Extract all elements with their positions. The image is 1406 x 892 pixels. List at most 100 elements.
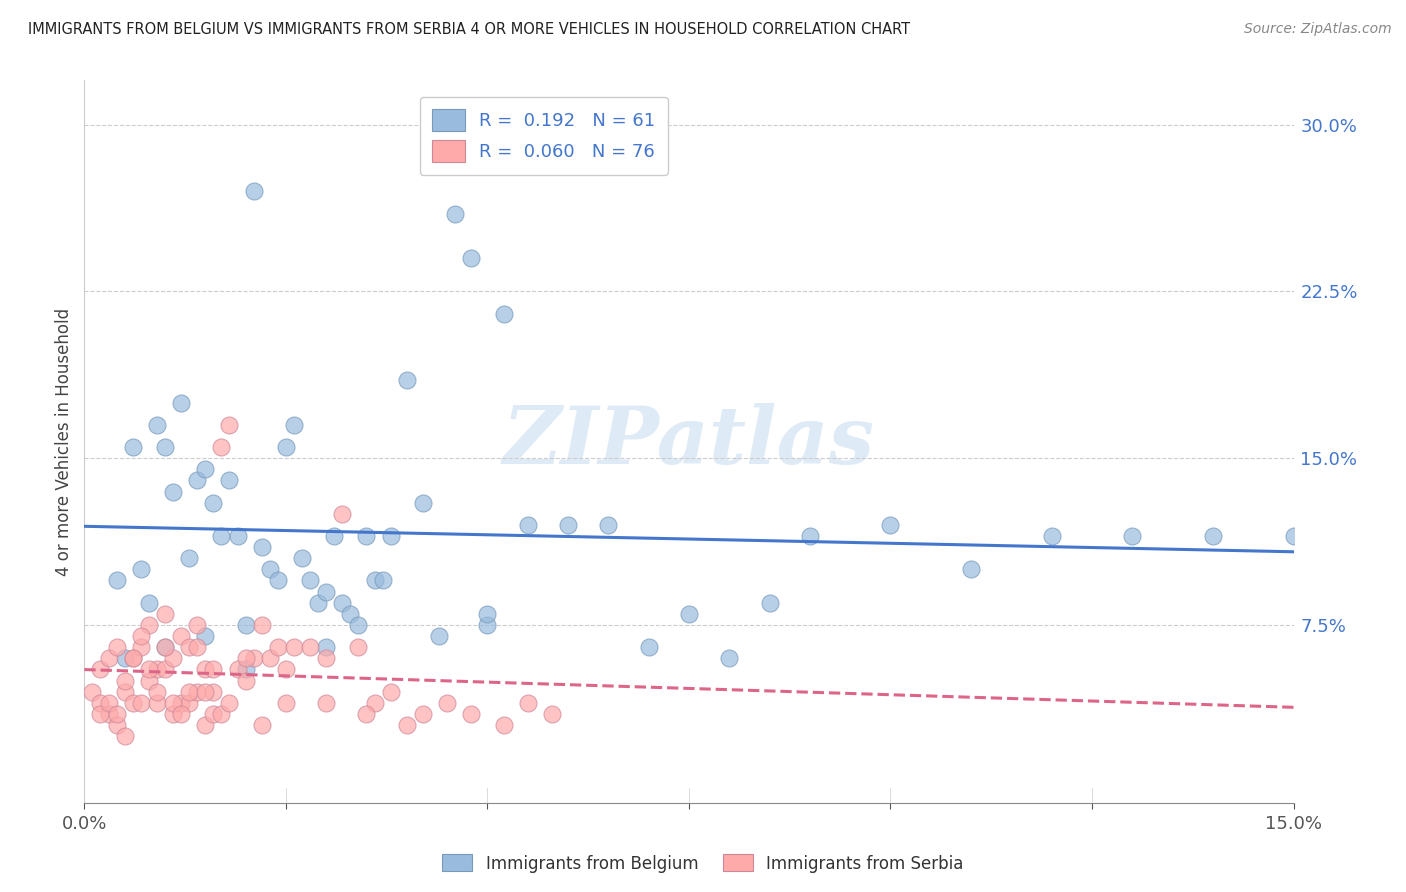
Point [758,596,780,610]
Point [492,307,515,321]
Point [129,696,152,710]
Point [146,684,169,698]
Point [209,440,232,454]
Point [274,696,297,710]
Point [242,185,264,199]
Point [202,684,225,698]
Point [194,718,217,732]
Point [170,696,193,710]
Point [146,696,169,710]
Point [395,373,418,387]
Point [105,640,128,655]
Point [460,706,482,721]
Point [477,607,499,621]
Point [307,596,329,610]
Point [194,662,217,676]
Point [121,440,143,454]
Point [186,640,208,655]
Point [1282,529,1305,543]
Point [170,629,193,643]
Point [541,706,564,721]
Point [444,207,467,221]
Point [395,718,418,732]
Point [89,662,111,676]
Point [105,718,128,732]
Point [179,640,201,655]
Legend: Immigrants from Belgium, Immigrants from Serbia: Immigrants from Belgium, Immigrants from… [436,847,970,880]
Point [114,651,136,665]
Point [226,662,249,676]
Point [162,706,184,721]
Point [105,574,128,588]
Point [146,417,169,432]
Point [380,684,402,698]
Point [477,618,499,632]
Point [299,640,322,655]
Point [226,529,249,543]
Point [209,706,232,721]
Point [129,640,152,655]
Point [235,673,257,688]
Point [380,529,402,543]
Point [129,562,152,576]
Point [105,706,128,721]
Point [637,640,659,655]
Point [170,395,193,409]
Point [371,574,394,588]
Point [678,607,700,621]
Point [121,651,143,665]
Point [557,517,579,532]
Point [153,440,176,454]
Point [153,662,176,676]
Point [1040,529,1063,543]
Point [356,529,378,543]
Y-axis label: 4 or more Vehicles in Household: 4 or more Vehicles in Household [55,308,73,575]
Point [799,529,821,543]
Point [194,684,217,698]
Point [516,696,538,710]
Point [267,574,290,588]
Point [186,618,208,632]
Point [250,618,273,632]
Point [153,607,176,621]
Point [283,417,305,432]
Point [170,706,193,721]
Point [202,662,225,676]
Point [960,562,983,576]
Point [436,696,458,710]
Point [202,496,225,510]
Point [315,584,337,599]
Point [97,706,120,721]
Text: IMMIGRANTS FROM BELGIUM VS IMMIGRANTS FROM SERBIA 4 OR MORE VEHICLES IN HOUSEHOL: IMMIGRANTS FROM BELGIUM VS IMMIGRANTS FR… [28,22,910,37]
Point [179,684,201,698]
Point [315,696,337,710]
Legend: R =  0.192   N = 61, R =  0.060   N = 76: R = 0.192 N = 61, R = 0.060 N = 76 [419,96,668,175]
Point [194,462,217,476]
Point [97,696,120,710]
Point [153,640,176,655]
Point [235,618,257,632]
Point [162,651,184,665]
Point [356,706,378,721]
Point [162,696,184,710]
Point [114,673,136,688]
Point [363,574,385,588]
Point [146,662,169,676]
Point [516,517,538,532]
Point [129,629,152,643]
Point [121,696,143,710]
Point [89,696,111,710]
Text: Source: ZipAtlas.com: Source: ZipAtlas.com [1244,22,1392,37]
Point [138,673,160,688]
Point [347,618,370,632]
Point [283,640,305,655]
Point [330,507,353,521]
Point [138,596,160,610]
Point [186,684,208,698]
Point [250,718,273,732]
Point [259,562,281,576]
Point [1121,529,1143,543]
Point [194,629,217,643]
Point [97,651,120,665]
Point [363,696,385,710]
